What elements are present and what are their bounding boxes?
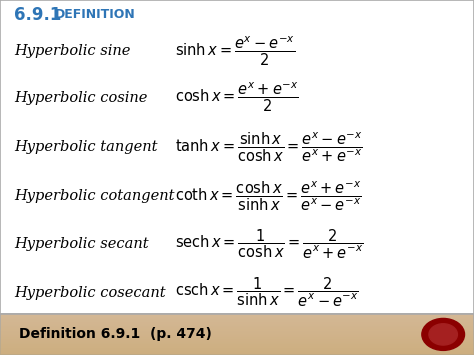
FancyBboxPatch shape (0, 328, 474, 329)
FancyBboxPatch shape (0, 337, 474, 338)
FancyBboxPatch shape (0, 329, 474, 331)
FancyBboxPatch shape (0, 327, 474, 328)
FancyBboxPatch shape (0, 335, 474, 337)
FancyBboxPatch shape (0, 344, 474, 345)
FancyBboxPatch shape (0, 314, 474, 355)
FancyBboxPatch shape (0, 333, 474, 334)
FancyBboxPatch shape (0, 354, 474, 355)
Text: $\coth x = \dfrac{\cosh x}{\sinh x} = \dfrac{e^x + e^{-x}}{e^x - e^{-x}}$: $\coth x = \dfrac{\cosh x}{\sinh x} = \d… (175, 179, 362, 213)
FancyBboxPatch shape (0, 326, 474, 327)
FancyBboxPatch shape (0, 331, 474, 332)
FancyBboxPatch shape (0, 319, 474, 320)
Text: $\mathrm{sech}\, x = \dfrac{1}{\cosh x} = \dfrac{2}{e^x + e^{-x}}$: $\mathrm{sech}\, x = \dfrac{1}{\cosh x} … (175, 228, 364, 261)
Text: $\cosh x = \dfrac{e^x + e^{-x}}{2}$: $\cosh x = \dfrac{e^x + e^{-x}}{2}$ (175, 81, 299, 114)
Text: $\sinh x = \dfrac{e^x - e^{-x}}{2}$: $\sinh x = \dfrac{e^x - e^{-x}}{2}$ (175, 35, 296, 68)
FancyBboxPatch shape (0, 0, 474, 314)
FancyBboxPatch shape (0, 342, 474, 343)
Circle shape (429, 324, 457, 345)
Text: Hyperbolic cotangent: Hyperbolic cotangent (14, 189, 175, 203)
FancyBboxPatch shape (0, 324, 474, 326)
Text: DEFINITION: DEFINITION (55, 9, 135, 21)
FancyBboxPatch shape (0, 321, 474, 322)
Circle shape (422, 318, 465, 350)
FancyBboxPatch shape (0, 350, 474, 351)
FancyBboxPatch shape (0, 349, 474, 350)
FancyBboxPatch shape (0, 320, 474, 321)
FancyBboxPatch shape (0, 348, 474, 349)
FancyBboxPatch shape (0, 352, 474, 353)
Text: Hyperbolic tangent: Hyperbolic tangent (14, 140, 158, 154)
FancyBboxPatch shape (0, 332, 474, 333)
FancyBboxPatch shape (0, 338, 474, 339)
Text: Hyperbolic sine: Hyperbolic sine (14, 44, 131, 59)
Text: Hyperbolic cosecant: Hyperbolic cosecant (14, 286, 166, 300)
Text: Hyperbolic secant: Hyperbolic secant (14, 237, 149, 251)
FancyBboxPatch shape (0, 334, 474, 335)
FancyBboxPatch shape (0, 317, 474, 318)
FancyBboxPatch shape (0, 347, 474, 348)
FancyBboxPatch shape (0, 318, 474, 319)
FancyBboxPatch shape (0, 339, 474, 340)
Text: $\tanh x = \dfrac{\sinh x}{\cosh x} = \dfrac{e^x - e^{-x}}{e^x + e^{-x}}$: $\tanh x = \dfrac{\sinh x}{\cosh x} = \d… (175, 130, 363, 164)
FancyBboxPatch shape (0, 343, 474, 344)
Text: 6.9.1: 6.9.1 (14, 6, 62, 24)
FancyBboxPatch shape (0, 341, 474, 342)
Text: $\mathrm{csch}\, x = \dfrac{1}{\sinh x} = \dfrac{2}{e^x - e^{-x}}$: $\mathrm{csch}\, x = \dfrac{1}{\sinh x} … (175, 276, 359, 310)
FancyBboxPatch shape (0, 345, 474, 346)
FancyBboxPatch shape (0, 322, 474, 323)
Text: Definition 6.9.1  (p. 474): Definition 6.9.1 (p. 474) (19, 327, 212, 342)
FancyBboxPatch shape (0, 353, 474, 354)
FancyBboxPatch shape (0, 323, 474, 324)
Text: Hyperbolic cosine: Hyperbolic cosine (14, 91, 147, 105)
FancyBboxPatch shape (0, 351, 474, 352)
FancyBboxPatch shape (0, 340, 474, 341)
FancyBboxPatch shape (0, 346, 474, 347)
